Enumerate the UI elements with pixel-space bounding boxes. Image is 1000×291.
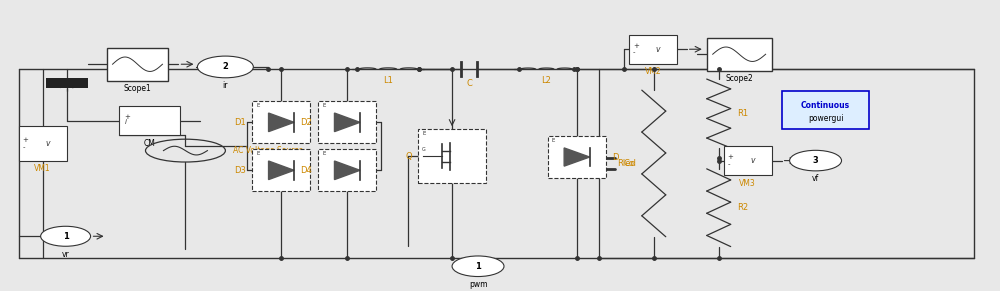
Bar bbox=[724, 146, 772, 175]
Text: v: v bbox=[750, 156, 755, 165]
Text: -: - bbox=[23, 144, 25, 150]
Text: v: v bbox=[45, 139, 50, 148]
Text: G: G bbox=[422, 147, 425, 152]
Polygon shape bbox=[334, 161, 360, 180]
Text: powergui: powergui bbox=[808, 114, 843, 123]
Text: VM1: VM1 bbox=[34, 164, 51, 173]
Polygon shape bbox=[334, 113, 360, 132]
Text: D1: D1 bbox=[235, 118, 246, 127]
Text: +: + bbox=[23, 137, 29, 143]
Text: CM: CM bbox=[144, 139, 155, 148]
Text: pwm: pwm bbox=[469, 280, 487, 289]
Ellipse shape bbox=[790, 150, 842, 171]
Text: C: C bbox=[466, 79, 472, 88]
Text: AC Voltage Source: AC Voltage Source bbox=[233, 146, 303, 155]
Text: E: E bbox=[422, 132, 425, 136]
Text: i: i bbox=[125, 119, 127, 125]
Text: D: D bbox=[612, 152, 618, 162]
Bar bbox=[318, 149, 376, 191]
Text: Scope2: Scope2 bbox=[725, 74, 753, 83]
Ellipse shape bbox=[452, 256, 504, 276]
Text: vf: vf bbox=[812, 174, 819, 183]
Text: +: + bbox=[125, 114, 130, 120]
Bar bbox=[782, 91, 869, 129]
Text: E: E bbox=[256, 103, 260, 108]
Polygon shape bbox=[269, 161, 294, 180]
Text: 1: 1 bbox=[475, 262, 481, 271]
Text: R2: R2 bbox=[737, 203, 748, 212]
Text: VM3: VM3 bbox=[739, 179, 756, 188]
Text: -: - bbox=[728, 161, 730, 167]
Text: 2: 2 bbox=[222, 63, 228, 71]
Text: D4: D4 bbox=[301, 166, 312, 175]
Bar bbox=[252, 149, 310, 191]
Text: E: E bbox=[322, 103, 326, 108]
Bar bbox=[46, 78, 88, 88]
Polygon shape bbox=[269, 113, 294, 132]
Text: E: E bbox=[552, 138, 555, 143]
Text: VM2: VM2 bbox=[644, 67, 661, 76]
Bar bbox=[119, 106, 180, 135]
Polygon shape bbox=[564, 148, 590, 166]
Bar bbox=[548, 136, 606, 178]
Bar bbox=[418, 129, 486, 183]
Text: Q: Q bbox=[405, 152, 412, 161]
Text: L1: L1 bbox=[383, 75, 393, 84]
Bar bbox=[107, 48, 168, 81]
Text: ir: ir bbox=[223, 81, 228, 90]
Text: +: + bbox=[728, 154, 734, 160]
Text: 1: 1 bbox=[63, 232, 69, 241]
Text: 3: 3 bbox=[813, 156, 818, 165]
Text: -: - bbox=[633, 50, 635, 56]
Bar bbox=[318, 101, 376, 143]
Text: +: + bbox=[633, 43, 639, 49]
Bar bbox=[629, 35, 677, 63]
Text: v: v bbox=[656, 45, 660, 54]
Text: E: E bbox=[256, 151, 260, 156]
Text: Scope1: Scope1 bbox=[124, 84, 151, 93]
Bar bbox=[252, 101, 310, 143]
Ellipse shape bbox=[41, 226, 91, 246]
Text: vr: vr bbox=[62, 250, 69, 259]
Text: D3: D3 bbox=[234, 166, 246, 175]
Bar bbox=[19, 126, 67, 161]
Text: Co: Co bbox=[624, 159, 635, 168]
Bar bbox=[707, 38, 772, 71]
Ellipse shape bbox=[197, 56, 253, 78]
Text: Rled: Rled bbox=[617, 159, 636, 168]
Text: Continuous: Continuous bbox=[801, 101, 850, 110]
Text: R1: R1 bbox=[737, 109, 748, 118]
Text: L2: L2 bbox=[541, 75, 551, 84]
Text: E: E bbox=[322, 151, 326, 156]
Text: D2: D2 bbox=[301, 118, 312, 127]
